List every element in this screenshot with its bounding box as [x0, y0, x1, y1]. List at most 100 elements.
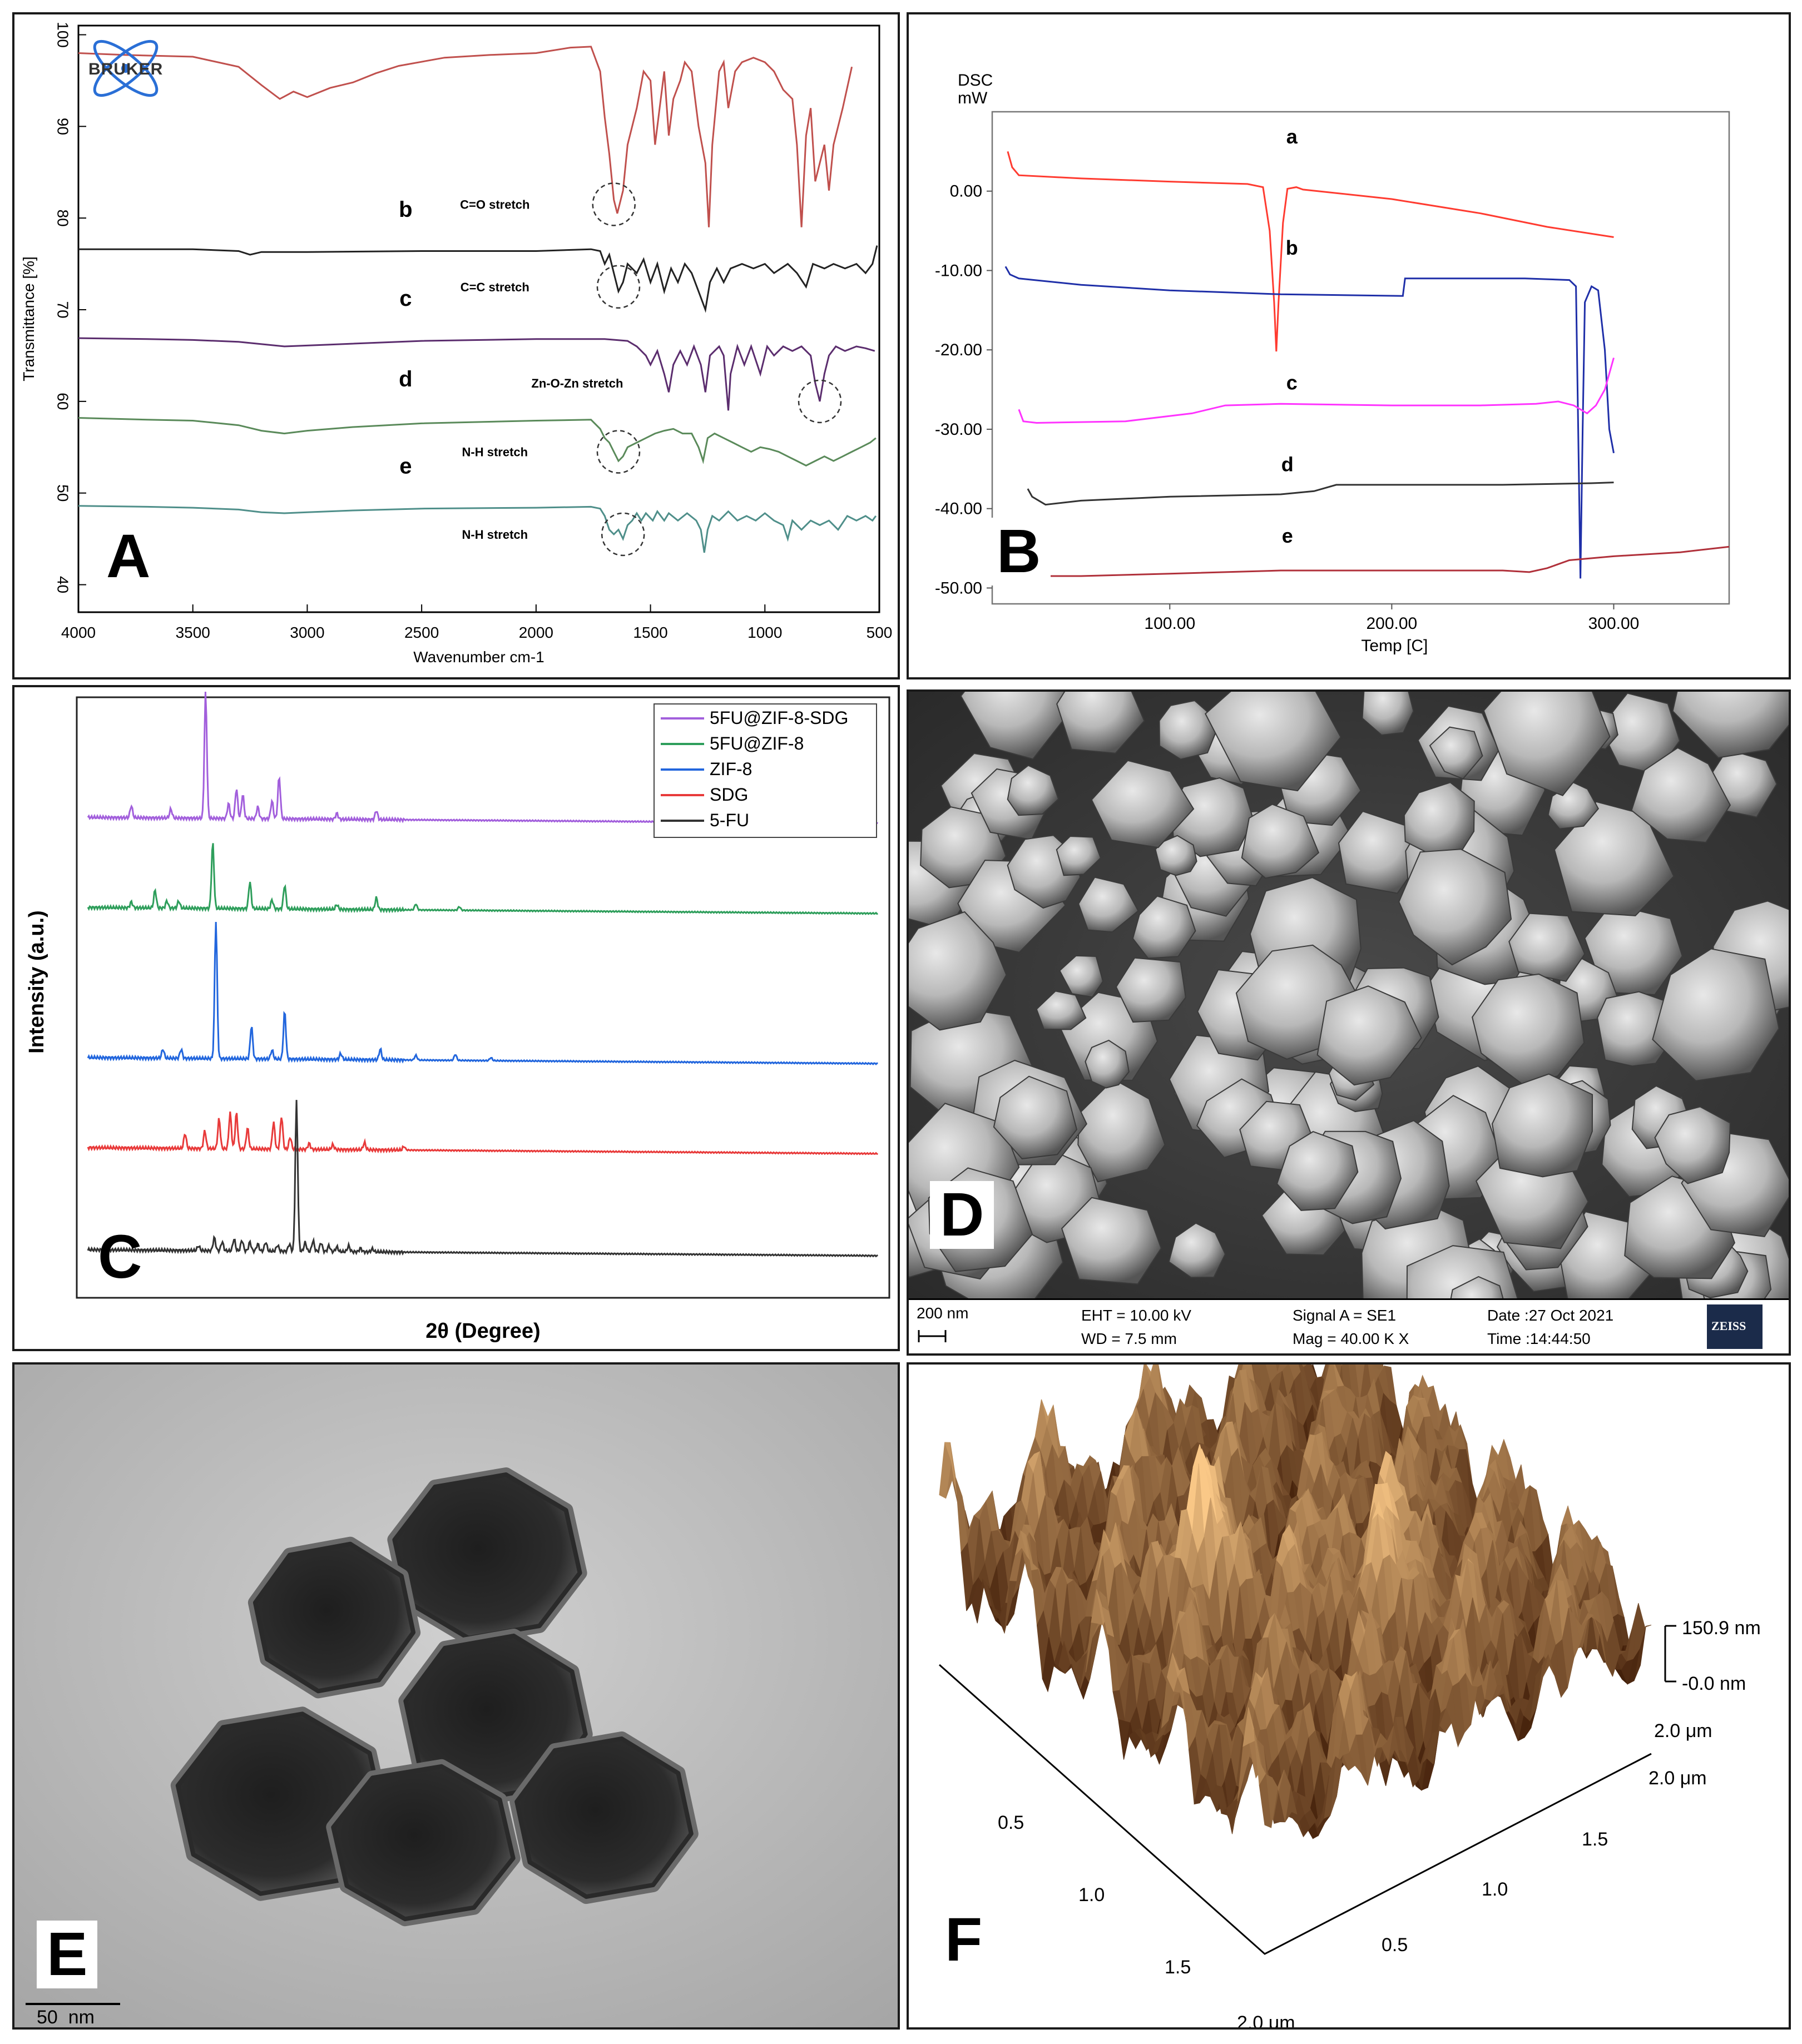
sem-signal: Signal A = SE1 [1293, 1307, 1397, 1324]
sem-mag: Mag = 40.00 K X [1293, 1330, 1409, 1347]
ftir-x-tick-label: 2500 [404, 624, 439, 641]
sem-particle [1085, 1039, 1130, 1089]
dsc-series-e [1007, 545, 1730, 577]
ftir-x-tick-label: 500 [867, 624, 893, 641]
sem-particle [1168, 1222, 1226, 1278]
dsc-series-label-e: e [1282, 524, 1293, 547]
afm-right-tick-2: 1.0 [1482, 1879, 1508, 1900]
atom-icon [93, 39, 159, 97]
panel-c-xrd: 2θ (Degree) Intensity (a.u.) 5FU@ZIF-8-SDG… [12, 685, 900, 1351]
panel-a-ftir: 4000 3500 3000 2500 2000 1500 1000 500 40 50 60 70 8… [12, 12, 900, 679]
sem-particle [1276, 1130, 1359, 1211]
afm-right-tick-1: 1.5 [1582, 1829, 1608, 1850]
sem-particle [1398, 849, 1512, 966]
sem-eht: EHT = 10.00 kV [1081, 1307, 1191, 1324]
dsc-x-tick-label: 300.00 [1588, 614, 1640, 633]
sem-particle [1429, 726, 1483, 780]
xrd-series-5-FU [87, 1100, 878, 1258]
dsc-y-tick-label: -30.00 [935, 420, 982, 439]
xrd-legend-label: 5FU@ZIF-8-SDG [710, 708, 848, 728]
tem-scale-label: 50 nm [37, 2007, 95, 2028]
xrd-legend-label: ZIF-8 [710, 759, 752, 779]
ftir-series-b [78, 245, 878, 313]
xrd-plot-frame [76, 696, 890, 1299]
afm-right-end-label: 2.0 μm [1648, 1768, 1707, 1789]
dsc-y-axis-unit: mW [958, 89, 988, 107]
dsc-y-tick-label: -20.00 [935, 341, 982, 359]
afm-right-tick-3: 0.5 [1382, 1934, 1408, 1956]
ftir-y-tick-label: 70 [55, 301, 72, 318]
ftir-series-e [78, 505, 877, 553]
ftir-y-tick-label: 40 [55, 576, 72, 593]
afm-left-tick-3: 1.5 [1165, 1957, 1191, 1978]
sem-particle [1061, 1197, 1162, 1285]
sem-particle [960, 692, 1073, 760]
ftir-annotation-label: Zn-O-Zn stretch [531, 376, 623, 390]
ftir-y-tick-label: 60 [55, 393, 72, 410]
panel-label-b: B [987, 518, 1051, 586]
ftir-annotation-label: N-H stretch [462, 528, 528, 542]
ftir-y-tick-label: 80 [55, 210, 72, 227]
dsc-series-label-d: d [1281, 453, 1294, 476]
ftir-series-label-e: e [399, 454, 412, 478]
ftir-series-label-a: a [399, 14, 412, 19]
sem-particle [1483, 692, 1611, 796]
xrd-legend-label: 5FU@ZIF-8 [710, 733, 804, 753]
scale-bar-icon [918, 1330, 947, 1342]
afm-zmax: 150.9 nm [1682, 1618, 1761, 1639]
ftir-annotation-label: C=O stretch [460, 197, 529, 211]
sem-particle [1159, 699, 1216, 760]
zeiss-logo: ZEISS [1707, 1304, 1763, 1349]
ftir-annotation-circle [596, 265, 641, 309]
ftir-annotation-circle [592, 182, 636, 226]
afm-3d-image [939, 1365, 1676, 1955]
ftir-y-tick-label: 90 [55, 118, 72, 135]
dsc-x-tick-label: 100.00 [1144, 614, 1195, 633]
dsc-plot-frame [991, 111, 1730, 605]
dsc-series-c [1018, 358, 1615, 424]
afm-zmin: -0.0 nm [1682, 1673, 1746, 1694]
ftir-series-label-c: c [399, 286, 412, 311]
dsc-series-a [1007, 151, 1614, 352]
sem-particle [1036, 990, 1087, 1030]
dsc-y-axis-title: DSC [958, 71, 993, 90]
xrd-chart: 2θ (Degree) Intensity (a.u.) 5FU@ZIF-8-SDG… [25, 691, 890, 1343]
ftir-annotation-circle [596, 430, 641, 474]
ftir-x-tick-label: 2000 [519, 624, 553, 641]
dsc-x-tick-label: 200.00 [1366, 614, 1417, 633]
sem-particle [1056, 692, 1145, 754]
sem-particle [1241, 803, 1320, 879]
dsc-series-d [1027, 482, 1614, 506]
dsc-series-label-a: a [1286, 125, 1298, 148]
afm-left-tick-2: 1.0 [1078, 1884, 1105, 1906]
sem-particle [1672, 692, 1789, 758]
zeiss-logo-text: ZEISS [1711, 1319, 1746, 1333]
sem-particle [1155, 835, 1197, 876]
sem-time: Time :14:44:50 [1487, 1330, 1591, 1347]
ftir-x-tick-label: 1000 [747, 624, 782, 641]
xrd-legend-label: SDG [710, 785, 748, 805]
dsc-y-tick-label: -50.00 [935, 579, 982, 597]
dsc-series-b [1004, 266, 1615, 579]
sem-particle [1316, 985, 1422, 1086]
ftir-series-c [78, 337, 875, 411]
panel-e-tem: E 50 nm [12, 1362, 900, 2030]
xrd-y-axis-label: Intensity (a.u.) [25, 910, 48, 1054]
afm-left-tick-1: 0.5 [998, 1812, 1024, 1833]
xrd-x-axis-label: 2θ (Degree) [425, 1319, 540, 1343]
ftir-annotation-label: C=C stretch [461, 280, 529, 294]
sem-particle [1132, 895, 1196, 959]
tem-particle [253, 1541, 416, 1694]
sem-particle [1362, 692, 1414, 736]
panel-label-c: C [98, 1223, 142, 1291]
ftir-x-tick-label: 3500 [176, 624, 210, 641]
sem-scale-label: 200 nm [917, 1304, 969, 1322]
ftir-series-a [78, 46, 853, 227]
dsc-y-tick-label: 0.00 [950, 182, 982, 201]
sem-particle [1056, 835, 1102, 876]
panel-f-afm: 150.9 nm -0.0 nm 2.0 μm 2.0 μm 0.5 1.0 1… [907, 1362, 1791, 2030]
ftir-series-d [78, 417, 877, 467]
ftir-series-label-d: d [399, 367, 412, 391]
sem-particle [1584, 903, 1683, 995]
